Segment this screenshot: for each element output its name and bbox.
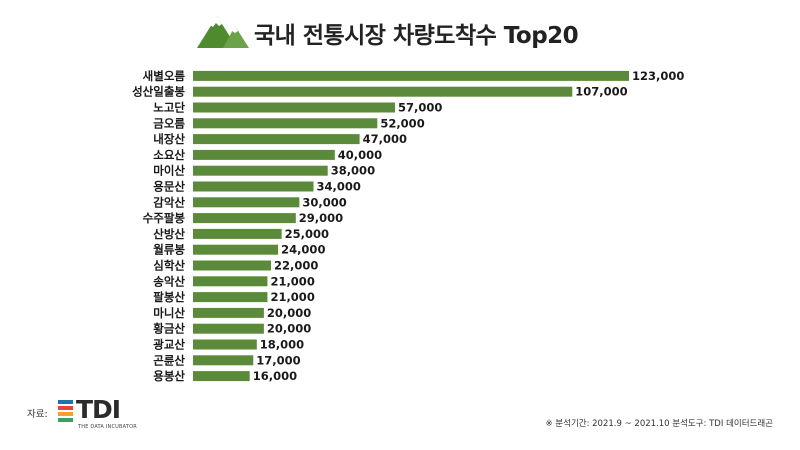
value-label: 20,000 bbox=[267, 306, 311, 320]
category-label: 산방산 bbox=[153, 227, 185, 241]
category-label: 황금산 bbox=[153, 322, 185, 336]
category-label: 성산일출봉 bbox=[132, 85, 185, 99]
tdi-logo: TDI THE DATA INCUBATOR bbox=[58, 395, 148, 434]
bar bbox=[193, 213, 296, 224]
logo-stripe-green bbox=[58, 418, 73, 422]
bar bbox=[193, 276, 268, 287]
bar bbox=[193, 181, 314, 192]
category-label: 감악산 bbox=[153, 195, 185, 209]
category-label: 월류봉 bbox=[153, 243, 185, 257]
category-label: 마이산 bbox=[153, 164, 185, 178]
bar bbox=[193, 307, 264, 318]
value-label: 38,000 bbox=[331, 164, 375, 178]
bar bbox=[193, 165, 328, 176]
bar bbox=[193, 371, 250, 382]
value-label: 18,000 bbox=[260, 338, 304, 352]
category-label: 광교산 bbox=[153, 338, 185, 352]
category-label: 송악산 bbox=[153, 274, 185, 288]
bar bbox=[193, 149, 335, 160]
logo-stripe-blue bbox=[58, 400, 73, 404]
bar bbox=[193, 118, 378, 129]
bar bbox=[193, 197, 300, 208]
category-label: 내장산 bbox=[153, 132, 185, 146]
value-label: 47,000 bbox=[363, 132, 407, 146]
category-label: 용봉산 bbox=[153, 369, 185, 383]
header: 국내 전통시장 차량도착수 Top20 bbox=[0, 0, 800, 60]
category-label: 용문산 bbox=[153, 180, 185, 194]
bar bbox=[193, 292, 268, 303]
value-label: 17,000 bbox=[256, 353, 300, 367]
bar bbox=[193, 323, 264, 334]
bar bbox=[193, 70, 629, 81]
category-label: 심학산 bbox=[153, 259, 185, 273]
value-label: 22,000 bbox=[274, 259, 318, 273]
bar bbox=[193, 355, 254, 366]
source-label: 자료: bbox=[27, 409, 48, 420]
category-label: 팔봉산 bbox=[153, 290, 185, 304]
value-label: 52,000 bbox=[380, 116, 424, 130]
bar-chart: 새별오름 123,000 성산일출봉 107,000 노고단 57,000 금오름 52,00… bbox=[132, 69, 684, 383]
value-label: 34,000 bbox=[317, 180, 361, 194]
bar bbox=[193, 102, 396, 113]
logo-wordmark: TDI bbox=[76, 395, 121, 424]
value-label: 57,000 bbox=[398, 101, 442, 115]
category-label: 곤륜산 bbox=[153, 353, 185, 367]
bar bbox=[193, 339, 257, 350]
value-label: 20,000 bbox=[267, 322, 311, 336]
value-label: 24,000 bbox=[281, 243, 325, 257]
logo-tagline: THE DATA INCUBATOR bbox=[78, 424, 137, 430]
value-label: 107,000 bbox=[575, 85, 627, 99]
chart-title: 국내 전통시장 차량도착수 Top20 bbox=[254, 23, 579, 49]
mountain-icon bbox=[197, 16, 249, 48]
logo-stripe-red bbox=[58, 406, 73, 410]
bar bbox=[193, 260, 271, 271]
value-label: 123,000 bbox=[632, 69, 684, 83]
category-label: 소요산 bbox=[153, 148, 185, 162]
category-label: 새별오름 bbox=[143, 69, 186, 83]
bar bbox=[193, 86, 573, 97]
category-label: 수주팔봉 bbox=[143, 211, 186, 225]
analysis-footnote: ※ 분석기간: 2021.9 ~ 2021.10 분석도구: TDI 데이터드래… bbox=[545, 419, 773, 429]
value-label: 16,000 bbox=[253, 369, 297, 383]
value-label: 29,000 bbox=[299, 211, 343, 225]
category-label: 마니산 bbox=[153, 306, 185, 320]
value-label: 21,000 bbox=[270, 274, 314, 288]
value-label: 21,000 bbox=[270, 290, 314, 304]
bar bbox=[193, 228, 282, 239]
value-label: 25,000 bbox=[285, 227, 329, 241]
logo-stripe-orange bbox=[58, 412, 73, 416]
value-label: 30,000 bbox=[302, 195, 346, 209]
category-label: 금오름 bbox=[153, 116, 185, 130]
category-label: 노고단 bbox=[153, 101, 185, 115]
value-label: 40,000 bbox=[338, 148, 382, 162]
bar bbox=[193, 134, 360, 145]
bar bbox=[193, 244, 279, 255]
